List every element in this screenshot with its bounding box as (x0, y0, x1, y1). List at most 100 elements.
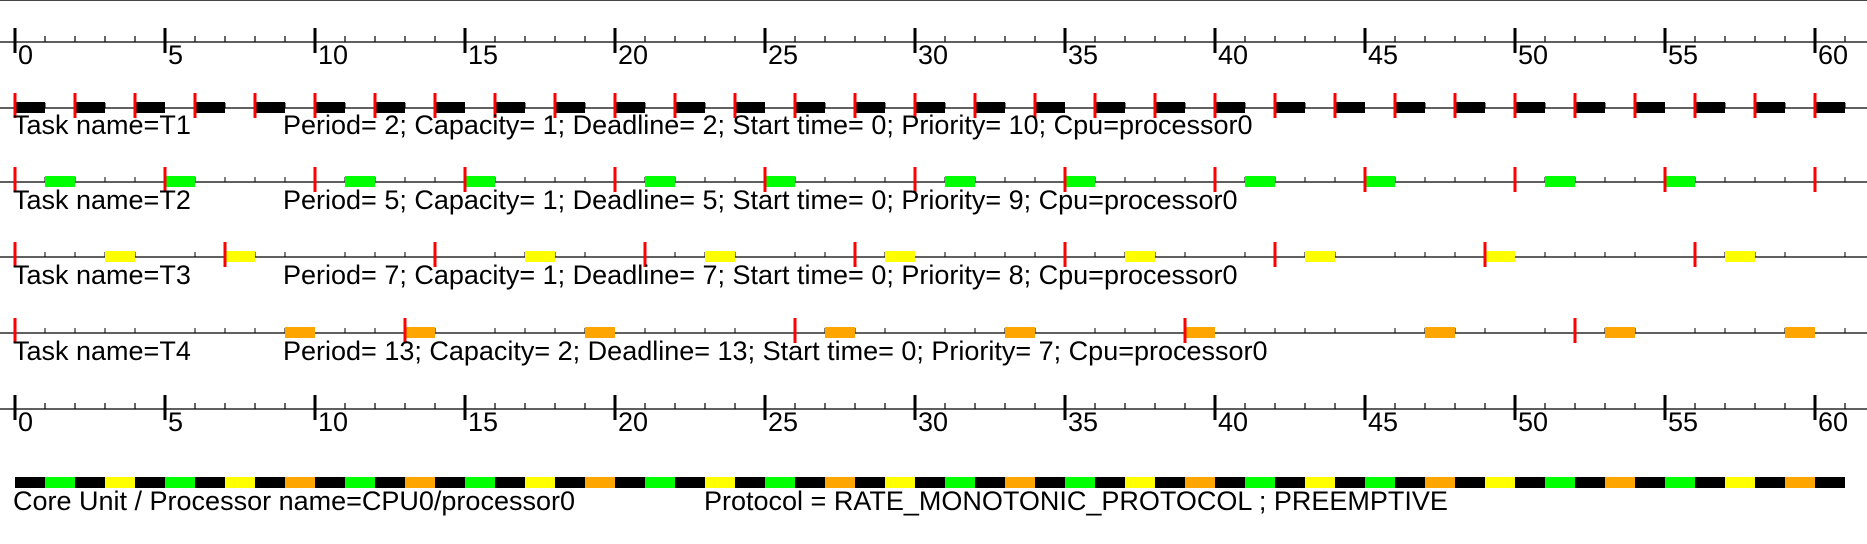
axis-bottom-tick-label: 45 (1368, 407, 1398, 437)
task-t3-track (0, 242, 1867, 267)
processor-exec-block (165, 477, 195, 488)
task-t4-exec-block (285, 327, 315, 338)
processor-exec-block (345, 477, 375, 488)
processor-exec-block (1215, 477, 1245, 488)
axis-bottom-tick-label: 35 (1068, 407, 1098, 437)
task-t1-exec-block (1215, 102, 1245, 113)
task-t4-exec-block (405, 327, 435, 338)
task-t3-info: Period= 7; Capacity= 1; Deadline= 7; Sta… (283, 260, 1238, 290)
processor-exec-block (555, 477, 585, 488)
task-t2-exec-block (345, 176, 375, 187)
processor-exec-block (405, 477, 435, 488)
processor-exec-block (1185, 477, 1215, 488)
processor-exec-block (975, 477, 1005, 488)
processor-exec-block (885, 477, 915, 488)
axis-bottom-tick-label: 15 (468, 407, 498, 437)
task-t3-exec-block (1125, 251, 1155, 262)
task-t2-exec-block (165, 176, 195, 187)
processor-exec-block (765, 477, 795, 488)
processor-exec-block (945, 477, 975, 488)
task-t1-exec-block (1755, 102, 1785, 113)
processor-exec-block (1035, 477, 1065, 488)
axis-top-tick-label: 5 (168, 40, 183, 70)
processor-exec-block (615, 477, 645, 488)
processor-exec-block (375, 477, 405, 488)
processor-exec-block (1575, 477, 1605, 488)
task-t4-info: Period= 13; Capacity= 2; Deadline= 13; S… (283, 336, 1268, 366)
processor-exec-block (1755, 477, 1785, 488)
task-t1-exec-block (1155, 102, 1185, 113)
axis-bottom-tick-label: 20 (618, 407, 648, 437)
axis-top-tick-label: 0 (18, 40, 33, 70)
task-row-t2: Task name=T2 Period= 5; Capacity= 1; Dea… (0, 167, 1867, 215)
axis-top-tick-label: 25 (768, 40, 798, 70)
processor-exec-block (1425, 477, 1455, 488)
processor-exec-block (1275, 477, 1305, 488)
axis-bottom-tick-label: 5 (168, 407, 183, 437)
task-t2-exec-block (645, 176, 675, 187)
axis-bottom-tick-label: 30 (918, 407, 948, 437)
task-t3-name: Task name=T3 (13, 260, 191, 290)
task-t1-exec-block (1275, 102, 1305, 113)
axis-top-tick-label: 30 (918, 40, 948, 70)
axis-top-tick-label: 15 (468, 40, 498, 70)
processor-exec-block (1545, 477, 1575, 488)
processor-exec-block (1095, 477, 1125, 488)
axis-bottom-tick-label: 60 (1818, 407, 1848, 437)
axis-bottom-tick-label: 10 (318, 407, 348, 437)
task-t1-exec-block (795, 102, 825, 113)
task-t2-exec-block (1365, 176, 1395, 187)
axis-top-tick-label: 50 (1518, 40, 1548, 70)
processor-exec-block (1365, 477, 1395, 488)
processor-exec-block (1725, 477, 1755, 488)
axis-bottom-tick-label: 0 (18, 407, 33, 437)
task-t1-exec-block (1515, 102, 1545, 113)
task-t1-exec-block (1095, 102, 1125, 113)
processor-exec-block (1785, 477, 1815, 488)
task-t1-exec-block (1695, 102, 1725, 113)
task-t4-exec-block (585, 327, 615, 338)
task-row-t4: Task name=T4 Period= 13; Capacity= 2; De… (0, 318, 1867, 366)
task-t1-exec-block (1815, 102, 1845, 113)
axis-top-tick-label: 40 (1218, 40, 1248, 70)
processor-exec-block (705, 477, 735, 488)
processor-exec-block (855, 477, 885, 488)
task-t3-exec-block (885, 251, 915, 262)
processor-exec-block (1395, 477, 1425, 488)
processor-exec-block (75, 477, 105, 488)
task-t2-exec-block (1665, 176, 1695, 187)
task-t1-exec-block (1455, 102, 1485, 113)
task-t1-name: Task name=T1 (13, 110, 191, 140)
processor-exec-block (825, 477, 855, 488)
task-t3-exec-block (1485, 251, 1515, 262)
task-t1-exec-block (1335, 102, 1365, 113)
task-t2-exec-block (465, 176, 495, 187)
task-t1-exec-block (855, 102, 885, 113)
processor-row: Core Unit / Processor name=CPU0/processo… (13, 477, 1845, 516)
axis-top-tick-label: 60 (1818, 40, 1848, 70)
axis-bottom-tick-label: 25 (768, 407, 798, 437)
task-t1-info: Period= 2; Capacity= 1; Deadline= 2; Sta… (283, 110, 1253, 140)
processor-exec-block (1485, 477, 1515, 488)
task-t3-exec-block (225, 251, 255, 262)
processor-exec-block (1335, 477, 1365, 488)
processor-exec-block (1005, 477, 1035, 488)
task-t4-exec-block (1785, 327, 1815, 338)
task-t3-exec-block (705, 251, 735, 262)
task-t3-exec-block (525, 251, 555, 262)
processor-exec-block (15, 477, 45, 488)
processor-exec-block (645, 477, 675, 488)
task-t2-exec-block (765, 176, 795, 187)
task-t4-track (0, 318, 1867, 343)
processor-exec-block (1155, 477, 1185, 488)
processor-track (15, 477, 1845, 488)
processor-exec-block (495, 477, 525, 488)
processor-exec-block (1665, 477, 1695, 488)
task-t1-exec-block (555, 102, 585, 113)
task-t1-exec-block (615, 102, 645, 113)
task-t1-exec-block (15, 102, 45, 113)
task-t1-exec-block (915, 102, 945, 113)
task-t3-exec-block (105, 251, 135, 262)
processor-exec-block (1695, 477, 1725, 488)
